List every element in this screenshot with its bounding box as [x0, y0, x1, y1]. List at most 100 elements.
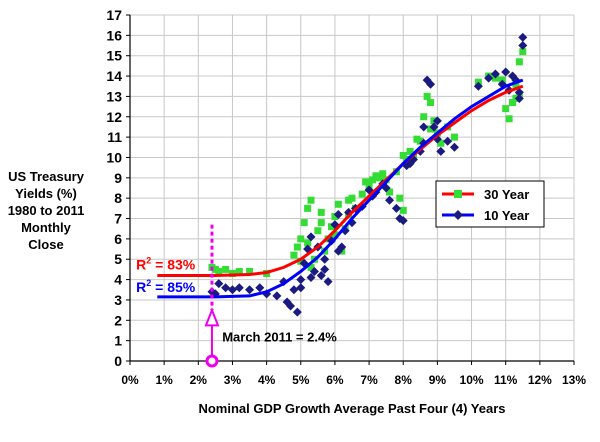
point-30-year — [300, 219, 308, 227]
y-axis-title-line-2: Yields (%) — [15, 186, 77, 201]
point-10-year — [272, 291, 282, 301]
y-tick-label: 4 — [114, 272, 122, 288]
y-tick-label: 5 — [114, 251, 122, 267]
point-10-year — [385, 195, 395, 205]
point-30-year — [386, 188, 394, 196]
point-30-year — [399, 151, 407, 159]
y-tick-label: 14 — [106, 68, 122, 84]
point-30-year — [331, 212, 339, 220]
point-10-year — [234, 283, 244, 293]
point-10-year — [443, 136, 453, 146]
point-30-year — [413, 135, 421, 143]
point-30-year — [317, 219, 325, 227]
point-30-year — [399, 206, 407, 214]
march-2011-arrow-head — [204, 307, 220, 327]
point-30-year — [406, 147, 414, 155]
point-30-year — [505, 115, 513, 123]
point-30-year — [334, 200, 342, 208]
point-30-year — [348, 194, 356, 202]
point-30-year — [307, 196, 315, 204]
point-30-year — [314, 227, 322, 235]
point-30-year — [379, 170, 387, 178]
y-tick-label: 12 — [106, 109, 122, 125]
r-squared-10-year: R2 = 85% — [136, 278, 196, 295]
y-axis-title: US Treasury Yields (%) 1980 to 2011 Mont… — [4, 168, 88, 253]
y-axis-title-line-3: 1980 to 2011 — [7, 203, 85, 218]
point-10-year — [391, 203, 401, 213]
point-10-year — [429, 122, 439, 132]
y-tick-label: 9 — [114, 170, 122, 186]
y-tick-label: 6 — [114, 231, 122, 247]
legend-label: 10 Year — [484, 208, 529, 223]
legend-box — [435, 180, 545, 228]
point-10-year — [227, 285, 237, 295]
point-10-year — [245, 285, 255, 295]
point-30-year — [437, 139, 445, 147]
point-10-year — [514, 87, 524, 97]
legend-marker-30-year — [454, 190, 462, 198]
y-axis-title-line-1: US Treasury — [8, 169, 84, 184]
point-30-year — [509, 99, 517, 107]
point-30-year — [222, 265, 230, 273]
y-tick-label: 2 — [114, 312, 122, 328]
x-tick-label: 10% — [460, 373, 484, 387]
point-30-year — [423, 92, 431, 100]
point-30-year — [515, 58, 523, 66]
point-10-year — [320, 264, 330, 274]
point-10-year — [296, 283, 306, 293]
x-tick-label: 7% — [360, 373, 378, 387]
x-tick-label: 1% — [155, 373, 173, 387]
point-30-year — [427, 99, 435, 107]
x-tick-label: 8% — [395, 373, 413, 387]
point-10-year — [306, 273, 316, 283]
point-10-year — [316, 271, 326, 281]
grid — [130, 14, 575, 361]
x-tick-label: 11% — [494, 373, 518, 387]
legend-label: 30 Year — [484, 187, 529, 202]
y-tick-label: 7 — [114, 211, 122, 227]
march-2011-marker-circle — [205, 354, 219, 368]
point-30-year — [420, 113, 428, 121]
x-tick-label: 0% — [121, 373, 139, 387]
x-tick-label: 2% — [190, 373, 208, 387]
x-tick-label: 12% — [528, 373, 552, 387]
point-30-year — [215, 267, 223, 275]
point-10-year — [289, 285, 299, 295]
point-10-year — [514, 93, 524, 103]
point-10-year — [306, 232, 316, 242]
x-tick-label: 13% — [562, 373, 586, 387]
point-10-year — [320, 254, 330, 264]
point-10-year — [296, 275, 306, 285]
point-30-year — [396, 194, 404, 202]
point-30-year — [358, 190, 366, 198]
point-10-year — [214, 279, 224, 289]
point-30-year — [297, 257, 305, 265]
point-30-year — [228, 269, 236, 277]
y-tick-label: 3 — [114, 292, 122, 308]
point-10-year — [333, 209, 343, 219]
point-10-year — [398, 216, 408, 226]
point-30-year — [362, 178, 370, 186]
point-30-year — [375, 174, 383, 182]
trendline-10-year — [157, 78, 524, 299]
point-30-year — [427, 125, 435, 133]
point-10-year — [490, 69, 500, 79]
point-10-year — [426, 79, 436, 89]
y-tick-label: 0 — [114, 353, 122, 369]
point-30-year — [368, 176, 376, 184]
point-10-year — [333, 246, 343, 256]
data-marks — [207, 32, 528, 317]
point-10-year — [221, 283, 231, 293]
point-10-year — [518, 32, 528, 42]
legend: 30 Year 10 Year — [435, 180, 545, 228]
point-10-year — [501, 67, 511, 77]
point-30-year — [297, 235, 305, 243]
point-30-year — [307, 263, 315, 271]
point-30-year — [502, 105, 510, 113]
point-30-year — [328, 223, 336, 231]
point-10-year — [292, 307, 302, 317]
y-axis-title-line-5: Close — [28, 237, 64, 252]
x-tick-label: 6% — [326, 373, 344, 387]
march-2011-label: March 2011 = 2.4% — [222, 330, 337, 345]
